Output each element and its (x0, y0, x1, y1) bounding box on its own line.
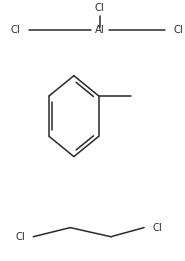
Text: Cl: Cl (95, 3, 105, 13)
Text: Cl: Cl (174, 25, 184, 35)
Text: Cl: Cl (15, 232, 25, 242)
Text: Al: Al (95, 25, 105, 35)
Text: Cl: Cl (152, 223, 162, 233)
Text: Cl: Cl (10, 25, 20, 35)
